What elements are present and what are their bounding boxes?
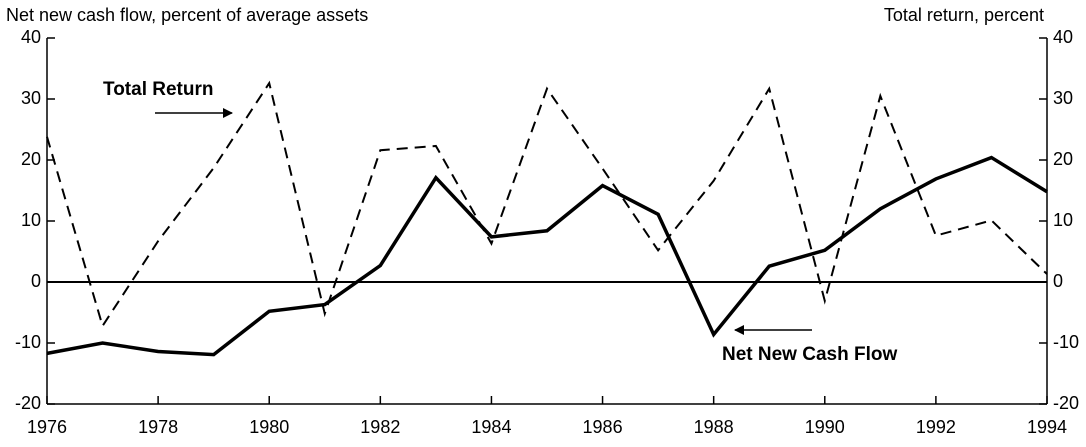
series-line	[46, 155, 1048, 357]
y-tick-label: 10	[21, 210, 41, 230]
y-tick-label: -10	[15, 332, 41, 352]
y2-tick-label: 30	[1053, 88, 1073, 108]
y2-axis-title: Total return, percent	[884, 5, 1044, 25]
y2-tick-label: -20	[1053, 393, 1079, 413]
x-tick-label: 1994	[1027, 417, 1067, 437]
y2-tick-label: -10	[1053, 332, 1079, 352]
y-axis-title: Net new cash flow, percent of average as…	[6, 5, 368, 25]
x-tick-label: 1992	[916, 417, 956, 437]
y-tick-label: 20	[21, 149, 41, 169]
x-tick-label: 1990	[805, 417, 845, 437]
y-tick-label: -20	[15, 393, 41, 413]
x-tick-label: 1982	[360, 417, 400, 437]
y-tick-label: 40	[21, 27, 41, 47]
x-tick-label: 1976	[27, 417, 67, 437]
x-tick-label: 1986	[583, 417, 623, 437]
y-tick-label: 30	[21, 88, 41, 108]
y2-tick-label: 20	[1053, 149, 1073, 169]
x-tick-label: 1978	[138, 417, 178, 437]
series-line	[46, 80, 1048, 329]
y-tick-label: 0	[31, 271, 41, 291]
y2-tick-label: 40	[1053, 27, 1073, 47]
y2-tick-label: 0	[1053, 271, 1063, 291]
series-annotation: Net New Cash Flow	[722, 344, 897, 365]
x-tick-label: 1988	[694, 417, 734, 437]
x-tick-label: 1984	[471, 417, 511, 437]
y2-tick-label: 10	[1053, 210, 1073, 230]
series-annotation: Total Return	[103, 79, 213, 100]
x-tick-label: 1980	[249, 417, 289, 437]
